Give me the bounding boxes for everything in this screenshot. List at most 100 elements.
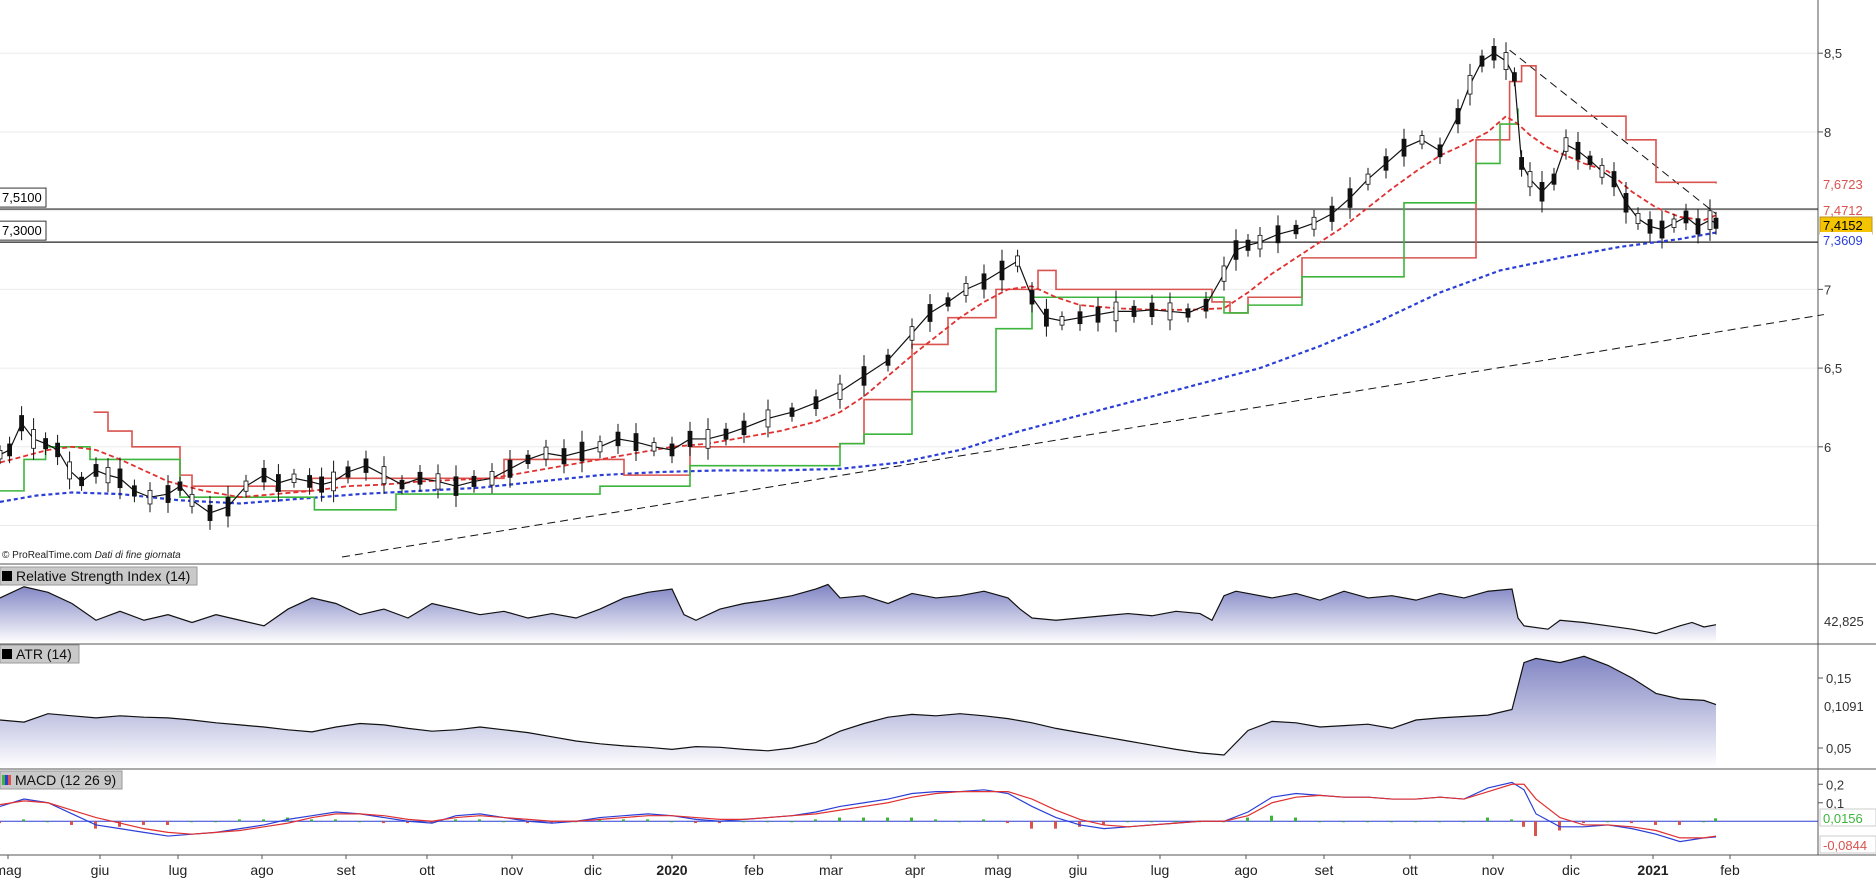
macd-histogram-bar bbox=[670, 821, 673, 823]
macd-histogram-bar bbox=[1702, 821, 1705, 823]
macd-histogram-bar bbox=[958, 821, 961, 823]
candle-body bbox=[307, 475, 313, 488]
macd-histogram-bar bbox=[358, 821, 361, 823]
candle-body bbox=[291, 473, 297, 483]
rsi-area bbox=[0, 584, 1716, 643]
candle-body bbox=[319, 476, 325, 493]
candle-body bbox=[177, 481, 183, 491]
candle-body bbox=[67, 461, 72, 480]
candle-body bbox=[1599, 164, 1605, 178]
candle-body bbox=[1419, 135, 1425, 145]
candle-body bbox=[489, 471, 495, 486]
trendline-support bbox=[341, 314, 1825, 558]
candle-body bbox=[1329, 205, 1335, 222]
candle-body bbox=[1059, 316, 1065, 326]
candle-body bbox=[31, 429, 37, 449]
price-ytick-label: 6 bbox=[1824, 440, 1831, 455]
x-axis-label: 2020 bbox=[656, 862, 687, 878]
candle-body bbox=[1647, 219, 1653, 234]
copyright-text: © ProRealTime.com bbox=[2, 550, 95, 561]
macd-histogram-bar bbox=[478, 819, 481, 822]
macd-histogram-bar bbox=[1462, 821, 1465, 823]
price-ytick-label: 7 bbox=[1824, 282, 1831, 297]
candle-body bbox=[1635, 213, 1641, 225]
rsi-value-label: 42,825 bbox=[1824, 614, 1864, 629]
candle-body bbox=[1491, 46, 1497, 61]
macd-histogram-bar bbox=[406, 821, 409, 824]
price-tag: 7,6723 bbox=[1820, 176, 1872, 193]
price-tag: 7,3609 bbox=[1820, 232, 1872, 249]
atr-ytick-label: 0,15 bbox=[1826, 671, 1851, 686]
candle-body bbox=[105, 467, 111, 484]
candle-body bbox=[507, 459, 513, 478]
macd-histogram-bar bbox=[790, 821, 793, 823]
macd-histogram-bar bbox=[694, 821, 697, 824]
level-label-box bbox=[0, 187, 47, 208]
candle-body bbox=[789, 407, 795, 417]
candle-body bbox=[1311, 216, 1317, 230]
macd-value-box bbox=[1819, 835, 1876, 854]
candle-body bbox=[43, 438, 48, 450]
price-tag-box bbox=[1820, 176, 1872, 193]
macd-histogram-bar bbox=[1654, 821, 1657, 825]
candle-body bbox=[765, 409, 771, 428]
macd-histogram-bar bbox=[1246, 817, 1249, 822]
atr-value-label: 0,1091 bbox=[1824, 699, 1864, 714]
macd-legend-swatch bbox=[2, 775, 5, 785]
macd-value-tag: 0,0156 bbox=[1819, 808, 1876, 827]
macd-histogram-bar bbox=[262, 819, 265, 822]
macd-histogram-bar bbox=[1318, 821, 1321, 823]
candle-body bbox=[1551, 173, 1557, 185]
price-ytick-label: 8 bbox=[1824, 125, 1831, 140]
candle-body bbox=[1437, 144, 1443, 158]
price-tag-label: 7,4712 bbox=[1823, 203, 1863, 218]
macd-histogram-bar bbox=[166, 821, 169, 825]
macd-histogram-bar bbox=[1414, 821, 1417, 823]
atr-legend-swatch bbox=[2, 649, 12, 659]
candle-body bbox=[963, 283, 969, 296]
candle-body bbox=[1131, 305, 1137, 317]
candle-body bbox=[525, 454, 531, 465]
candle-body bbox=[1683, 210, 1689, 224]
candle-body bbox=[561, 448, 567, 465]
macd-histogram-bar bbox=[1606, 821, 1609, 823]
candle-body bbox=[1167, 302, 1173, 321]
candle-body bbox=[1077, 311, 1083, 325]
candle-body bbox=[1233, 240, 1239, 260]
sma-short-line bbox=[0, 115, 1717, 499]
candle-body bbox=[1275, 225, 1281, 244]
price-tag-label: 7,4152 bbox=[1823, 218, 1863, 233]
candle-body bbox=[705, 429, 711, 449]
macd-histogram-bar bbox=[862, 817, 865, 822]
x-axis-label: mag bbox=[984, 862, 1011, 878]
macd-histogram-bar bbox=[430, 821, 433, 824]
candle-body bbox=[243, 480, 249, 492]
candle-body bbox=[131, 485, 137, 497]
macd-histogram-bar bbox=[1006, 821, 1009, 824]
macd-histogram-bar bbox=[766, 821, 769, 823]
macd-histogram-bar bbox=[886, 817, 889, 822]
candle-body bbox=[669, 443, 675, 457]
x-axis-label: ott bbox=[1402, 862, 1418, 878]
candle-body bbox=[1671, 218, 1677, 228]
macd-histogram-bar bbox=[142, 821, 145, 825]
candle-body bbox=[861, 366, 867, 386]
atr-ytick-label: 0,05 bbox=[1826, 741, 1851, 756]
macd-histogram-bar bbox=[718, 821, 721, 824]
data-note-text: Dati di fine giornata bbox=[95, 550, 182, 561]
candle-body bbox=[579, 441, 585, 462]
candle-body bbox=[1149, 302, 1155, 318]
macd-histogram-bar bbox=[454, 819, 457, 822]
macd-histogram-bar bbox=[118, 821, 121, 827]
candle-body bbox=[225, 496, 231, 517]
x-axis-label: feb bbox=[744, 862, 764, 878]
x-axis-label: giu bbox=[1069, 862, 1088, 878]
candle-body bbox=[999, 260, 1005, 281]
macd-histogram-bar bbox=[214, 821, 217, 823]
candle-body bbox=[1575, 141, 1581, 160]
price-tag: 7,4152 bbox=[1819, 216, 1873, 235]
macd-ytick-label: 0,2 bbox=[1826, 777, 1844, 792]
candle-body bbox=[453, 476, 459, 496]
candle-body bbox=[189, 493, 195, 507]
macd-histogram-bar bbox=[982, 819, 985, 822]
